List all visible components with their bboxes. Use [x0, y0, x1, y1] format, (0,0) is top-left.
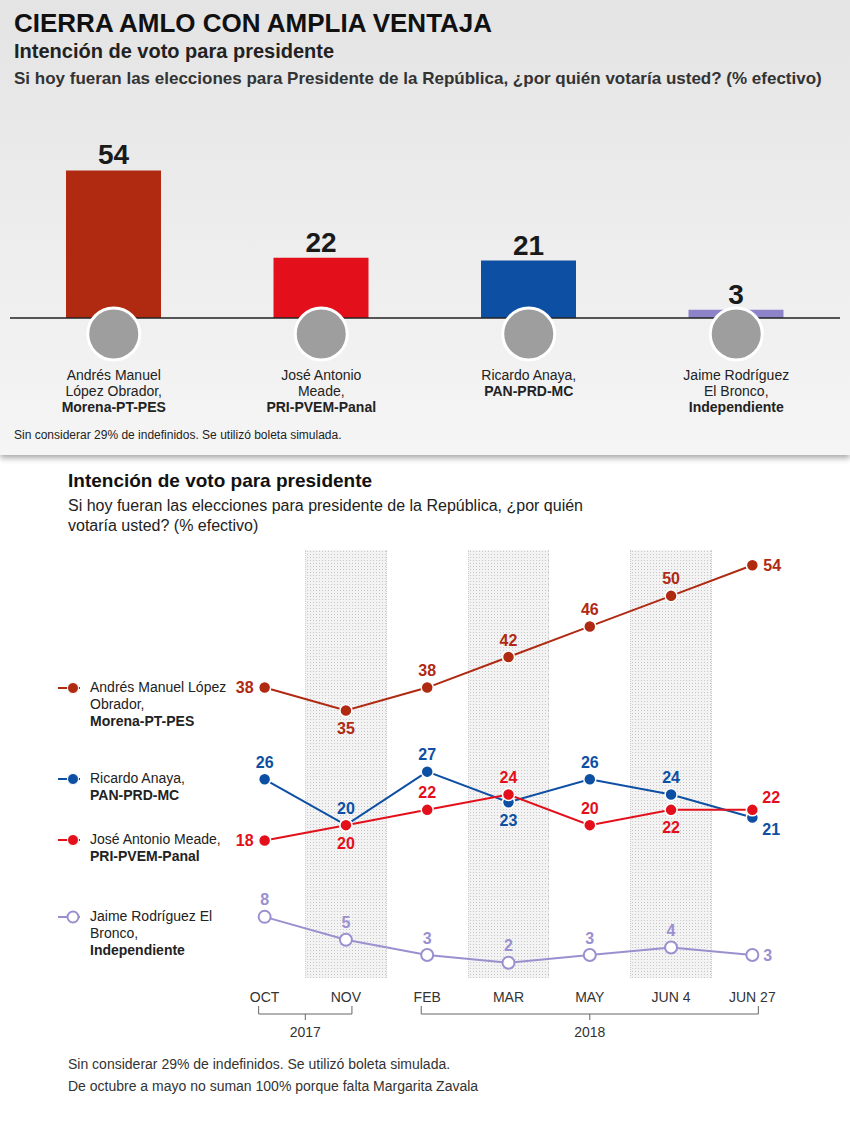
svg-text:JUN 4: JUN 4: [652, 989, 691, 1005]
html-text:CIERRA AMLO CON AMPLIA VENTAJA: CIERRA AMLO CON AMPLIA VENTAJA: [14, 8, 493, 38]
svg-text:Ricardo Anaya,PAN-PRD-MC: Ricardo Anaya,PAN-PRD-MC: [481, 367, 576, 399]
svg-text:5: 5: [341, 914, 350, 931]
svg-text:3: 3: [423, 930, 432, 947]
svg-text:22: 22: [418, 784, 436, 801]
svg-text:46: 46: [581, 601, 599, 618]
svg-text:50: 50: [662, 570, 680, 587]
html-text:PAN-PRD-MC: PAN-PRD-MC: [90, 787, 180, 804]
svg-text:JUN 27: JUN 27: [729, 989, 776, 1005]
svg-text:NOV: NOV: [331, 989, 362, 1005]
html-text:De octubre a mayo no suman 100: De octubre a mayo no suman 100% porque f…: [68, 1078, 479, 1094]
svg-text:22: 22: [305, 227, 336, 258]
svg-text:20: 20: [337, 835, 355, 852]
svg-text:26: 26: [256, 754, 274, 771]
html-text:Si hoy fueran las elecciones p: Si hoy fueran las elecciones para presid…: [68, 497, 583, 534]
svg-text:MAY: MAY: [575, 989, 605, 1005]
svg-text:MAR: MAR: [493, 989, 524, 1005]
svg-text:38: 38: [236, 679, 254, 696]
svg-text:42: 42: [500, 632, 518, 649]
html-text:PRI-PVEM-Panal: PRI-PVEM-Panal: [90, 848, 200, 865]
svg-text:Jaime RodríguezEl Bronco,Indep: Jaime RodríguezEl Bronco,Independiente: [683, 367, 789, 415]
svg-text:27: 27: [418, 746, 436, 763]
svg-text:24: 24: [500, 769, 518, 786]
svg-text:20: 20: [581, 800, 599, 817]
svg-text:26: 26: [581, 754, 599, 771]
html-text:Sin considerar 29% de indefini: Sin considerar 29% de indefinidos. Se ut…: [68, 1056, 451, 1072]
html-text:Independiente: Independiente: [90, 941, 185, 958]
svg-text:Andrés ManuelLópez Obrador,Mor: Andrés ManuelLópez Obrador,Morena-PT-PES: [62, 367, 166, 415]
svg-text:24: 24: [662, 769, 680, 786]
svg-text:2018: 2018: [574, 1024, 605, 1040]
svg-text:3: 3: [585, 930, 594, 947]
svg-text:3: 3: [763, 947, 772, 964]
svg-text:José AntonioMeade,PRI-PVEM-Pan: José AntonioMeade,PRI-PVEM-Panal: [266, 367, 376, 415]
svg-text:2017: 2017: [290, 1024, 321, 1040]
html-text:Intención de voto para preside: Intención de voto para presidente: [14, 40, 335, 62]
svg-text:20: 20: [337, 800, 355, 817]
svg-text:18: 18: [236, 832, 254, 849]
svg-text:8: 8: [260, 891, 269, 908]
svg-text:OCT: OCT: [250, 989, 280, 1005]
svg-text:35: 35: [337, 720, 355, 737]
svg-text:22: 22: [662, 819, 680, 836]
svg-text:38: 38: [418, 662, 436, 679]
html-text:José Antonio Meade,: José Antonio Meade,: [90, 831, 221, 848]
html-text:Si hoy fueran las elecciones p: Si hoy fueran las elecciones para Presid…: [14, 69, 822, 88]
svg-text:3: 3: [728, 279, 744, 310]
html-text:Sin considerar 29% de indefini: Sin considerar 29% de indefinidos. Se ut…: [14, 428, 342, 442]
svg-text:21: 21: [513, 230, 544, 261]
html-text:Morena-PT-PES: Morena-PT-PES: [90, 712, 195, 729]
html-text:Ricardo Anaya,: Ricardo Anaya,: [90, 770, 185, 787]
svg-text:54: 54: [98, 139, 130, 170]
svg-text:23: 23: [500, 812, 518, 829]
svg-text:22: 22: [762, 789, 780, 806]
html-text:Andrés Manuel López Obrador,: Andrés Manuel López Obrador,: [90, 678, 227, 712]
svg-text:2: 2: [504, 937, 513, 954]
svg-text:21: 21: [762, 821, 780, 838]
svg-text:4: 4: [667, 922, 676, 939]
html-text:Intención de voto para preside: Intención de voto para presidente: [68, 470, 373, 491]
svg-text:FEB: FEB: [414, 989, 441, 1005]
svg-text:54: 54: [763, 557, 781, 574]
html-text:Jaime Rodríguez El Bronco,: Jaime Rodríguez El Bronco,: [90, 907, 213, 941]
